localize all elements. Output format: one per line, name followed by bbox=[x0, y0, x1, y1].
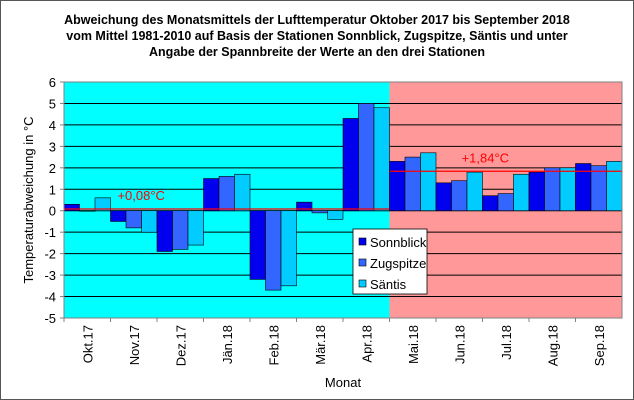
bar-sonnblick-Feb.18 bbox=[249, 210, 266, 280]
y-tick-label: 0 bbox=[49, 204, 56, 219]
bar-zugspitze-Jun.18 bbox=[451, 180, 468, 212]
bar-sonnblick-Jun.18 bbox=[435, 182, 452, 212]
legend-label-zugspitze: Zugspitze bbox=[370, 256, 426, 271]
legend-swatch-zugspitze bbox=[358, 258, 367, 267]
x-tick-label: Mai.18 bbox=[406, 325, 421, 364]
plot-border bbox=[63, 81, 623, 319]
mean-label-1: +1,84°C bbox=[462, 150, 509, 165]
bar-zugspitze-Nov.17 bbox=[125, 210, 142, 229]
bar-zugspitze-Apr.18 bbox=[358, 103, 375, 212]
bar-säntis-Jän.18 bbox=[234, 173, 251, 212]
y-tick-label: 5 bbox=[49, 96, 56, 111]
bar-sonnblick-Jän.18 bbox=[203, 178, 220, 212]
bar-sonnblick-Okt.17 bbox=[63, 203, 80, 212]
bar-sonnblick-Apr.18 bbox=[342, 118, 359, 212]
x-tick-label: Sep.18 bbox=[592, 325, 607, 366]
bar-zugspitze-Jul.18 bbox=[497, 193, 514, 212]
y-tick-label: 4 bbox=[49, 118, 56, 133]
bar-säntis-Mär.18 bbox=[327, 210, 344, 220]
x-tick-label: Jun.18 bbox=[452, 325, 467, 364]
bar-säntis-Feb.18 bbox=[280, 210, 297, 287]
bar-zugspitze-Mär.18 bbox=[311, 210, 328, 214]
bar-zugspitze-Jän.18 bbox=[218, 176, 235, 212]
bar-sonnblick-Dez.17 bbox=[156, 210, 173, 252]
chart-title: Abweichung des Monatsmittels der Lufttem… bbox=[1, 12, 633, 60]
x-tick-label: Okt.17 bbox=[80, 325, 95, 363]
x-tick-label: Jul.18 bbox=[499, 325, 514, 360]
y-axis-title: Temperaturabweichung in °C bbox=[21, 116, 36, 283]
bar-sonnblick-Mai.18 bbox=[389, 161, 406, 212]
x-tick-label: Aug.18 bbox=[545, 325, 560, 366]
mean-label-0: +0,08°C bbox=[117, 188, 164, 203]
title-line-1: Abweichung des Monatsmittels der Lufttem… bbox=[64, 13, 570, 27]
y-tick-label: 2 bbox=[49, 161, 56, 176]
title-line-2: vom Mittel 1981-2010 auf Basis der Stati… bbox=[66, 29, 568, 43]
y-tick-label: 1 bbox=[49, 182, 56, 197]
bar-zugspitze-Mai.18 bbox=[404, 156, 421, 212]
x-tick-label: Dez.17 bbox=[173, 325, 188, 366]
bar-zugspitze-Dez.17 bbox=[172, 210, 189, 250]
x-tick-label: Feb.18 bbox=[266, 325, 281, 365]
bar-zugspitze-Feb.18 bbox=[265, 210, 282, 291]
bar-sonnblick-Nov.17 bbox=[110, 210, 127, 222]
x-axis-title: Monat bbox=[325, 375, 362, 390]
legend-swatch-sonnblick bbox=[358, 237, 367, 246]
bar-säntis-Sep.18 bbox=[606, 161, 623, 212]
y-tick-label: -5 bbox=[44, 311, 56, 326]
bar-säntis-Okt.17 bbox=[94, 197, 111, 212]
bar-sonnblick-Aug.18 bbox=[528, 171, 545, 212]
title-line-3: Angabe der Spannbreite der Werte an den … bbox=[149, 45, 485, 59]
legend-label-säntis: Säntis bbox=[370, 277, 407, 292]
bar-zugspitze-Okt.17 bbox=[79, 210, 96, 212]
bar-zugspitze-Aug.18 bbox=[544, 167, 561, 212]
bar-sonnblick-Sep.18 bbox=[575, 163, 592, 212]
bar-säntis-Jul.18 bbox=[513, 173, 530, 212]
x-tick-label: Apr.18 bbox=[359, 325, 374, 363]
y-tick-label: -1 bbox=[44, 225, 56, 240]
x-tick-label: Nov.17 bbox=[127, 325, 142, 365]
bar-säntis-Jun.18 bbox=[466, 171, 483, 212]
bar-säntis-Mai.18 bbox=[420, 152, 437, 212]
bar-sonnblick-Jul.18 bbox=[482, 195, 499, 212]
bar-sonnblick-Mär.18 bbox=[296, 201, 313, 212]
bar-säntis-Dez.17 bbox=[187, 210, 204, 246]
bar-säntis-Nov.17 bbox=[141, 210, 158, 233]
legend-label-sonnblick: Sonnblick bbox=[370, 235, 427, 250]
bar-säntis-Apr.18 bbox=[373, 107, 390, 212]
x-tick-label: Jän.18 bbox=[220, 325, 235, 364]
y-tick-label: 6 bbox=[49, 75, 56, 90]
y-tick-label: -2 bbox=[44, 247, 56, 262]
legend-swatch-säntis bbox=[358, 279, 367, 288]
y-tick-label: -4 bbox=[44, 290, 56, 305]
x-tick-label: Mär.18 bbox=[313, 325, 328, 365]
bar-säntis-Aug.18 bbox=[559, 167, 576, 212]
bar-zugspitze-Sep.18 bbox=[590, 165, 607, 212]
y-tick-label: 3 bbox=[49, 139, 56, 154]
y-tick-label: -3 bbox=[44, 268, 56, 283]
